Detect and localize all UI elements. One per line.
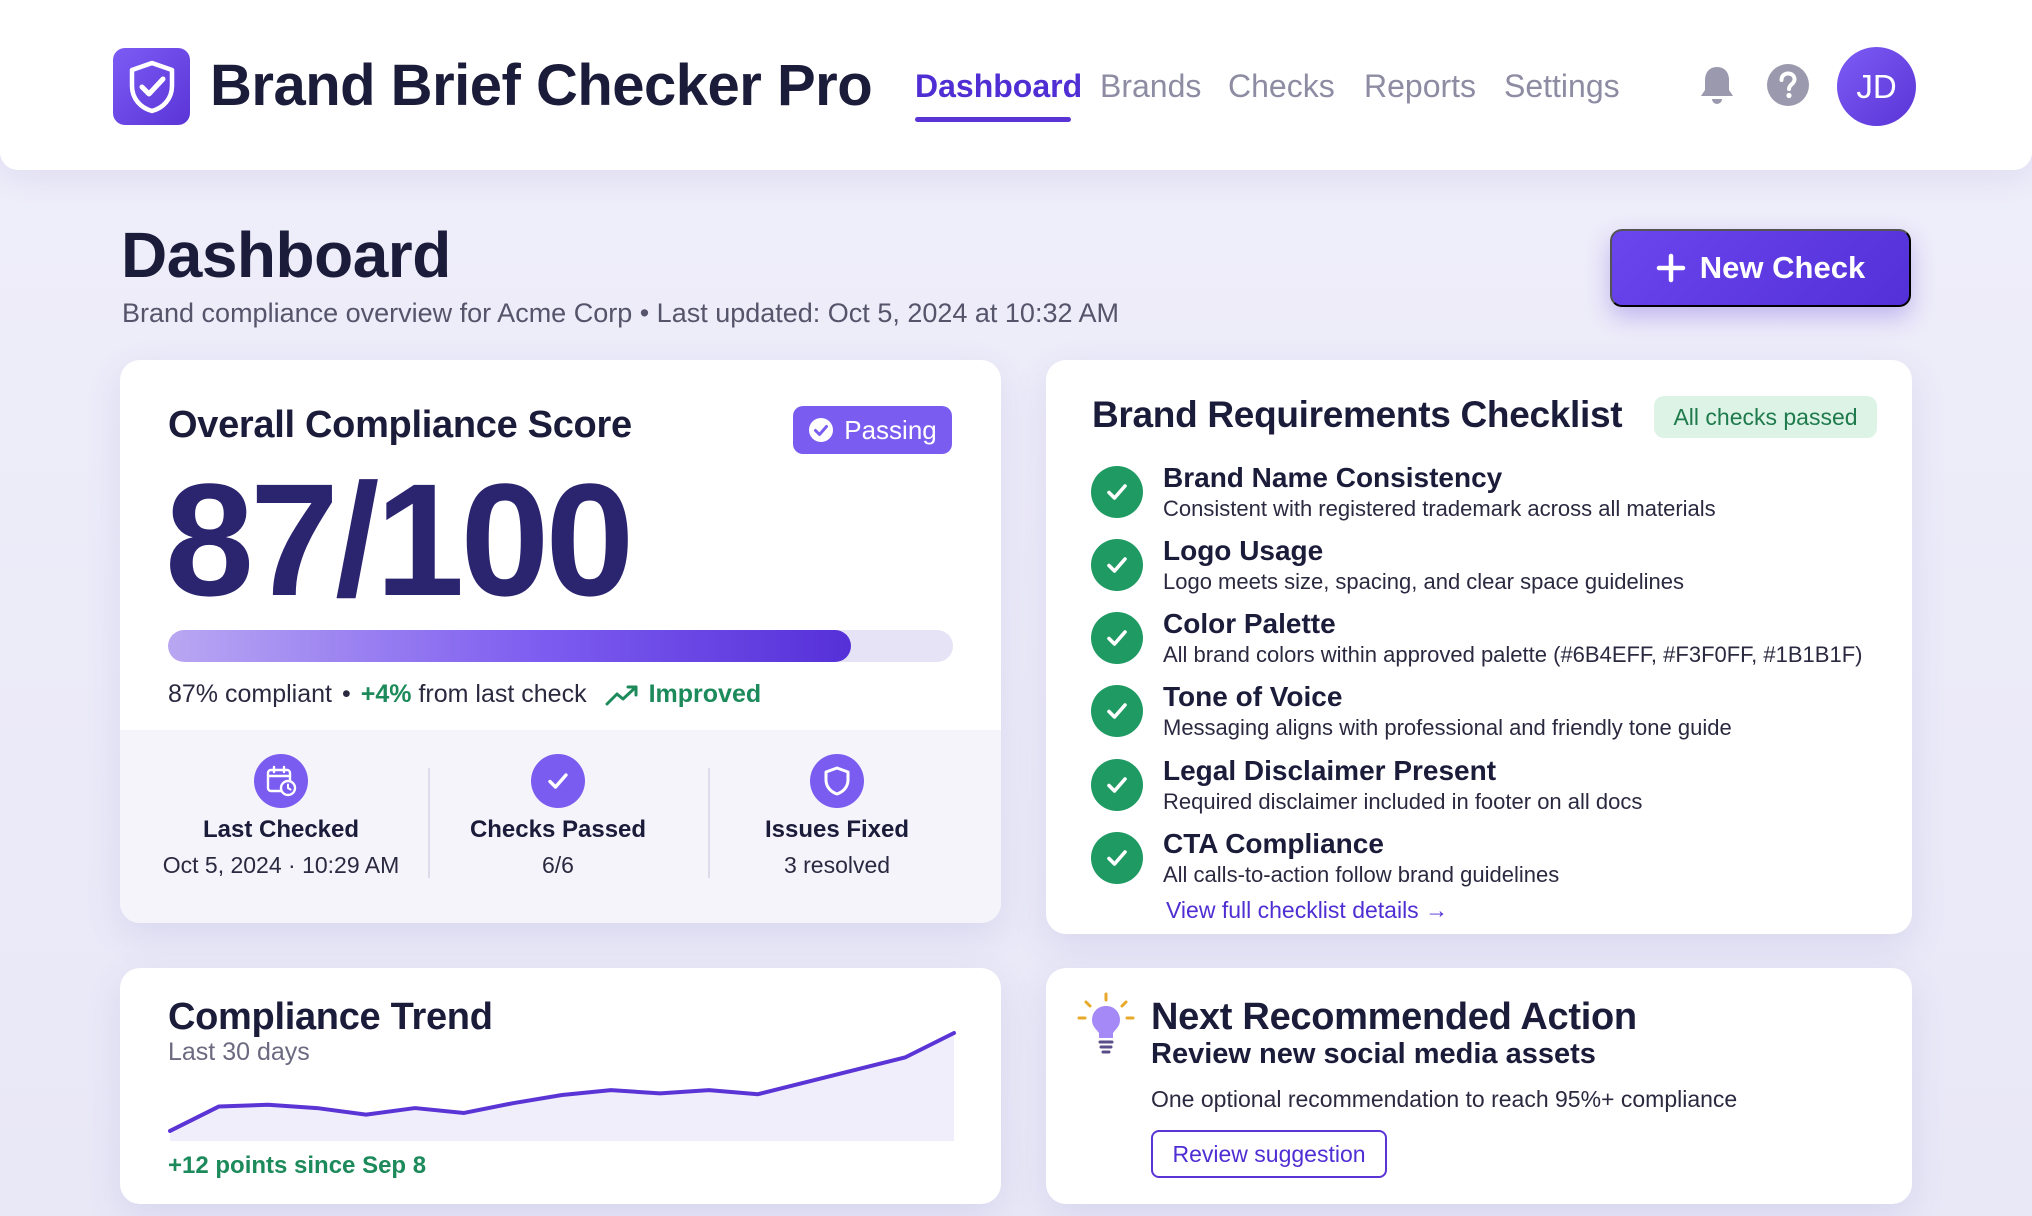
- card-heading: Brand Requirements Checklist: [1092, 394, 1623, 435]
- avatar[interactable]: JD: [1837, 47, 1916, 126]
- check-circle-icon: [1091, 612, 1143, 664]
- check-icon: [531, 754, 585, 808]
- active-tab-indicator: [915, 117, 1071, 122]
- card-heading: Overall Compliance Score: [168, 404, 632, 446]
- card-heading: Compliance Trend: [168, 996, 493, 1038]
- nav-reports[interactable]: Reports: [1364, 68, 1477, 104]
- checklist-item-title: Logo Usage: [1163, 535, 1324, 566]
- trend-line: [168, 1031, 956, 1133]
- app-title: Brand Brief Checker Pro: [210, 53, 873, 118]
- stat-checks-passed: Checks Passed 6/6: [418, 754, 698, 879]
- view-checklist-details-link[interactable]: View full checklist details →: [1166, 897, 1449, 923]
- checklist-item-desc: Required disclaimer included in footer o…: [1163, 789, 1643, 814]
- checklist-item: Legal Disclaimer Present Required discla…: [1091, 755, 1891, 821]
- checklist-item-desc: Messaging aligns with professional and f…: [1163, 715, 1732, 740]
- trend-footer: +12 points since Sep 8: [168, 1152, 427, 1179]
- compliance-summary: 87% compliant • +4% from last check Impr…: [168, 680, 761, 709]
- card-heading: Next Recommended Action: [1151, 996, 1637, 1038]
- delta-suffix: from last check: [418, 680, 587, 708]
- status-badge-label: Passing: [844, 414, 937, 445]
- divider: [428, 768, 430, 878]
- checklist-item-desc: All calls-to-action follow brand guideli…: [1163, 862, 1560, 887]
- checklist-item: Logo Usage Logo meets size, spacing, and…: [1091, 535, 1891, 601]
- checklist-item-desc: Logo meets size, spacing, and clear spac…: [1163, 569, 1684, 594]
- new-check-label: New Check: [1699, 250, 1866, 285]
- checklist-item-title: Color Palette: [1163, 608, 1336, 639]
- new-check-button[interactable]: New Check: [1610, 229, 1911, 307]
- check-circle-icon: [1091, 759, 1143, 811]
- status-badge: All checks passed: [1654, 396, 1877, 438]
- calendar-clock-icon: [254, 754, 308, 808]
- checklist-item-title: Brand Name Consistency: [1163, 462, 1503, 493]
- nav-dashboard[interactable]: Dashboard: [915, 68, 1083, 104]
- compliance-score-card: Overall Compliance Score Passing 87/100 …: [120, 360, 1001, 923]
- trend-period: Last 30 days: [168, 1038, 310, 1066]
- delta-value: +4%: [360, 680, 412, 708]
- stat-value: 3 resolved: [783, 852, 891, 878]
- check-circle-icon: [1091, 539, 1143, 591]
- stat-label: Checks Passed: [469, 816, 647, 843]
- shield-check-icon[interactable]: [113, 48, 190, 125]
- checklist-item: Tone of Voice Messaging aligns with prof…: [1091, 681, 1891, 747]
- divider: [708, 768, 710, 878]
- stat-issues-fixed: Issues Fixed 3 resolved: [697, 754, 977, 879]
- checklist-item-title: Tone of Voice: [1163, 681, 1343, 712]
- trending-up-icon: [605, 685, 638, 705]
- checklist-item-desc: All brand colors within approved palette…: [1163, 642, 1863, 667]
- bell-icon[interactable]: [1694, 62, 1740, 108]
- checklist-item: CTA Compliance All calls-to-action follo…: [1091, 828, 1891, 894]
- compliance-progress-bar: [168, 630, 953, 662]
- stat-label: Issues Fixed: [764, 816, 910, 843]
- checklist-item-title: CTA Compliance: [1163, 828, 1384, 859]
- page-subtitle: Brand compliance overview for Acme Corp …: [122, 298, 1119, 328]
- compliant-text: 87% compliant: [168, 680, 332, 708]
- nav-brands[interactable]: Brands: [1100, 68, 1202, 104]
- stat-value: Oct 5, 2024 · 10:29 AM: [162, 852, 400, 878]
- action-title: Review new social media assets: [1151, 1038, 1596, 1070]
- brand-requirements-card: Brand Requirements Checklist All checks …: [1046, 360, 1912, 934]
- review-suggestion-button[interactable]: Review suggestion: [1151, 1130, 1387, 1178]
- check-circle-icon: [1091, 685, 1143, 737]
- score-value: 87/100: [165, 450, 634, 629]
- progress-fill: [168, 630, 851, 662]
- stats-strip: Last Checked Oct 5, 2024 · 10:29 AM Chec…: [120, 730, 1001, 923]
- check-circle-icon: [1091, 832, 1143, 884]
- separator: •: [341, 680, 351, 708]
- stat-last-checked: Last Checked Oct 5, 2024 · 10:29 AM: [141, 754, 421, 879]
- check-circle-icon: [809, 418, 834, 442]
- trend-area: [170, 1033, 954, 1141]
- status-badge: Passing: [793, 406, 952, 454]
- nav-settings[interactable]: Settings: [1504, 68, 1620, 104]
- checklist-item: Color Palette All brand colors within ap…: [1091, 608, 1891, 674]
- help-icon[interactable]: [1765, 62, 1811, 108]
- shield-icon: [810, 754, 864, 808]
- trend-label: Improved: [648, 680, 762, 708]
- compliance-trend-card: Compliance Trend Last 30 days +12 points…: [120, 968, 1001, 1204]
- nav-checks[interactable]: Checks: [1228, 68, 1335, 104]
- lightbulb-icon: [1076, 992, 1136, 1063]
- checklist-item: Brand Name Consistency Consistent with r…: [1091, 462, 1891, 528]
- trend-sparkline: [168, 1031, 956, 1141]
- action-description: One optional recommendation to reach 95%…: [1151, 1086, 1738, 1112]
- top-navigation-bar: Brand Brief Checker Pro Dashboard Brands…: [0, 0, 2032, 170]
- check-circle-icon: [1091, 466, 1143, 518]
- next-action-card: Next Recommended Action Review new socia…: [1046, 968, 1912, 1204]
- stat-value: 6/6: [542, 852, 574, 878]
- checklist-item-desc: Consistent with registered trademark acr…: [1163, 496, 1716, 521]
- checklist-item-title: Legal Disclaimer Present: [1163, 755, 1497, 786]
- stat-label: Last Checked: [202, 816, 360, 843]
- page-title: Dashboard: [121, 219, 451, 291]
- plus-icon: [1656, 253, 1686, 283]
